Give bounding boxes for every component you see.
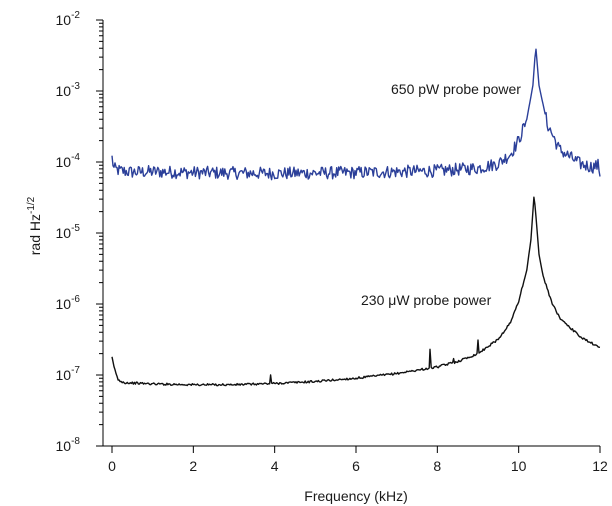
x-tick-label: 8 — [433, 458, 441, 474]
x-ticks: 0 2 4 6 8 10 12 — [108, 446, 608, 474]
x-axis-label: Frequency (kHz) — [304, 488, 407, 504]
axes-layer — [102, 20, 600, 447]
y-tick-label: 10-8 — [56, 436, 81, 454]
y-tick-label: 10-3 — [56, 81, 81, 99]
x-tick-label: 6 — [352, 458, 360, 474]
y-ticks: 10-8 10-7 10-6 10-5 10-4 10-3 10-2 — [56, 10, 103, 454]
annotation-650pw: 650 pW probe power — [391, 81, 521, 97]
series-line-1 — [111, 196, 601, 387]
x-tick-label: 4 — [271, 458, 279, 474]
series-line-0 — [111, 48, 601, 181]
y-axis-label-base: rad Hz — [27, 214, 43, 255]
x-tick-label: 10 — [511, 458, 527, 474]
x-tick-label: 0 — [108, 458, 116, 474]
y-tick-label: 10-4 — [56, 152, 81, 170]
y-axis-label: rad Hz-1/2 — [26, 196, 43, 255]
y-tick-label: 10-7 — [56, 365, 81, 383]
y-tick-label: 10-5 — [56, 223, 81, 241]
y-tick-label: 10-2 — [56, 10, 81, 28]
x-tick-label: 12 — [592, 458, 608, 474]
x-tick-label: 2 — [189, 458, 197, 474]
y-axis-label-exp: -1/2 — [26, 196, 37, 214]
annotation-230uw: 230 μW probe power — [361, 292, 492, 308]
y-tick-label: 10-6 — [56, 294, 81, 312]
series-layer — [111, 48, 601, 387]
